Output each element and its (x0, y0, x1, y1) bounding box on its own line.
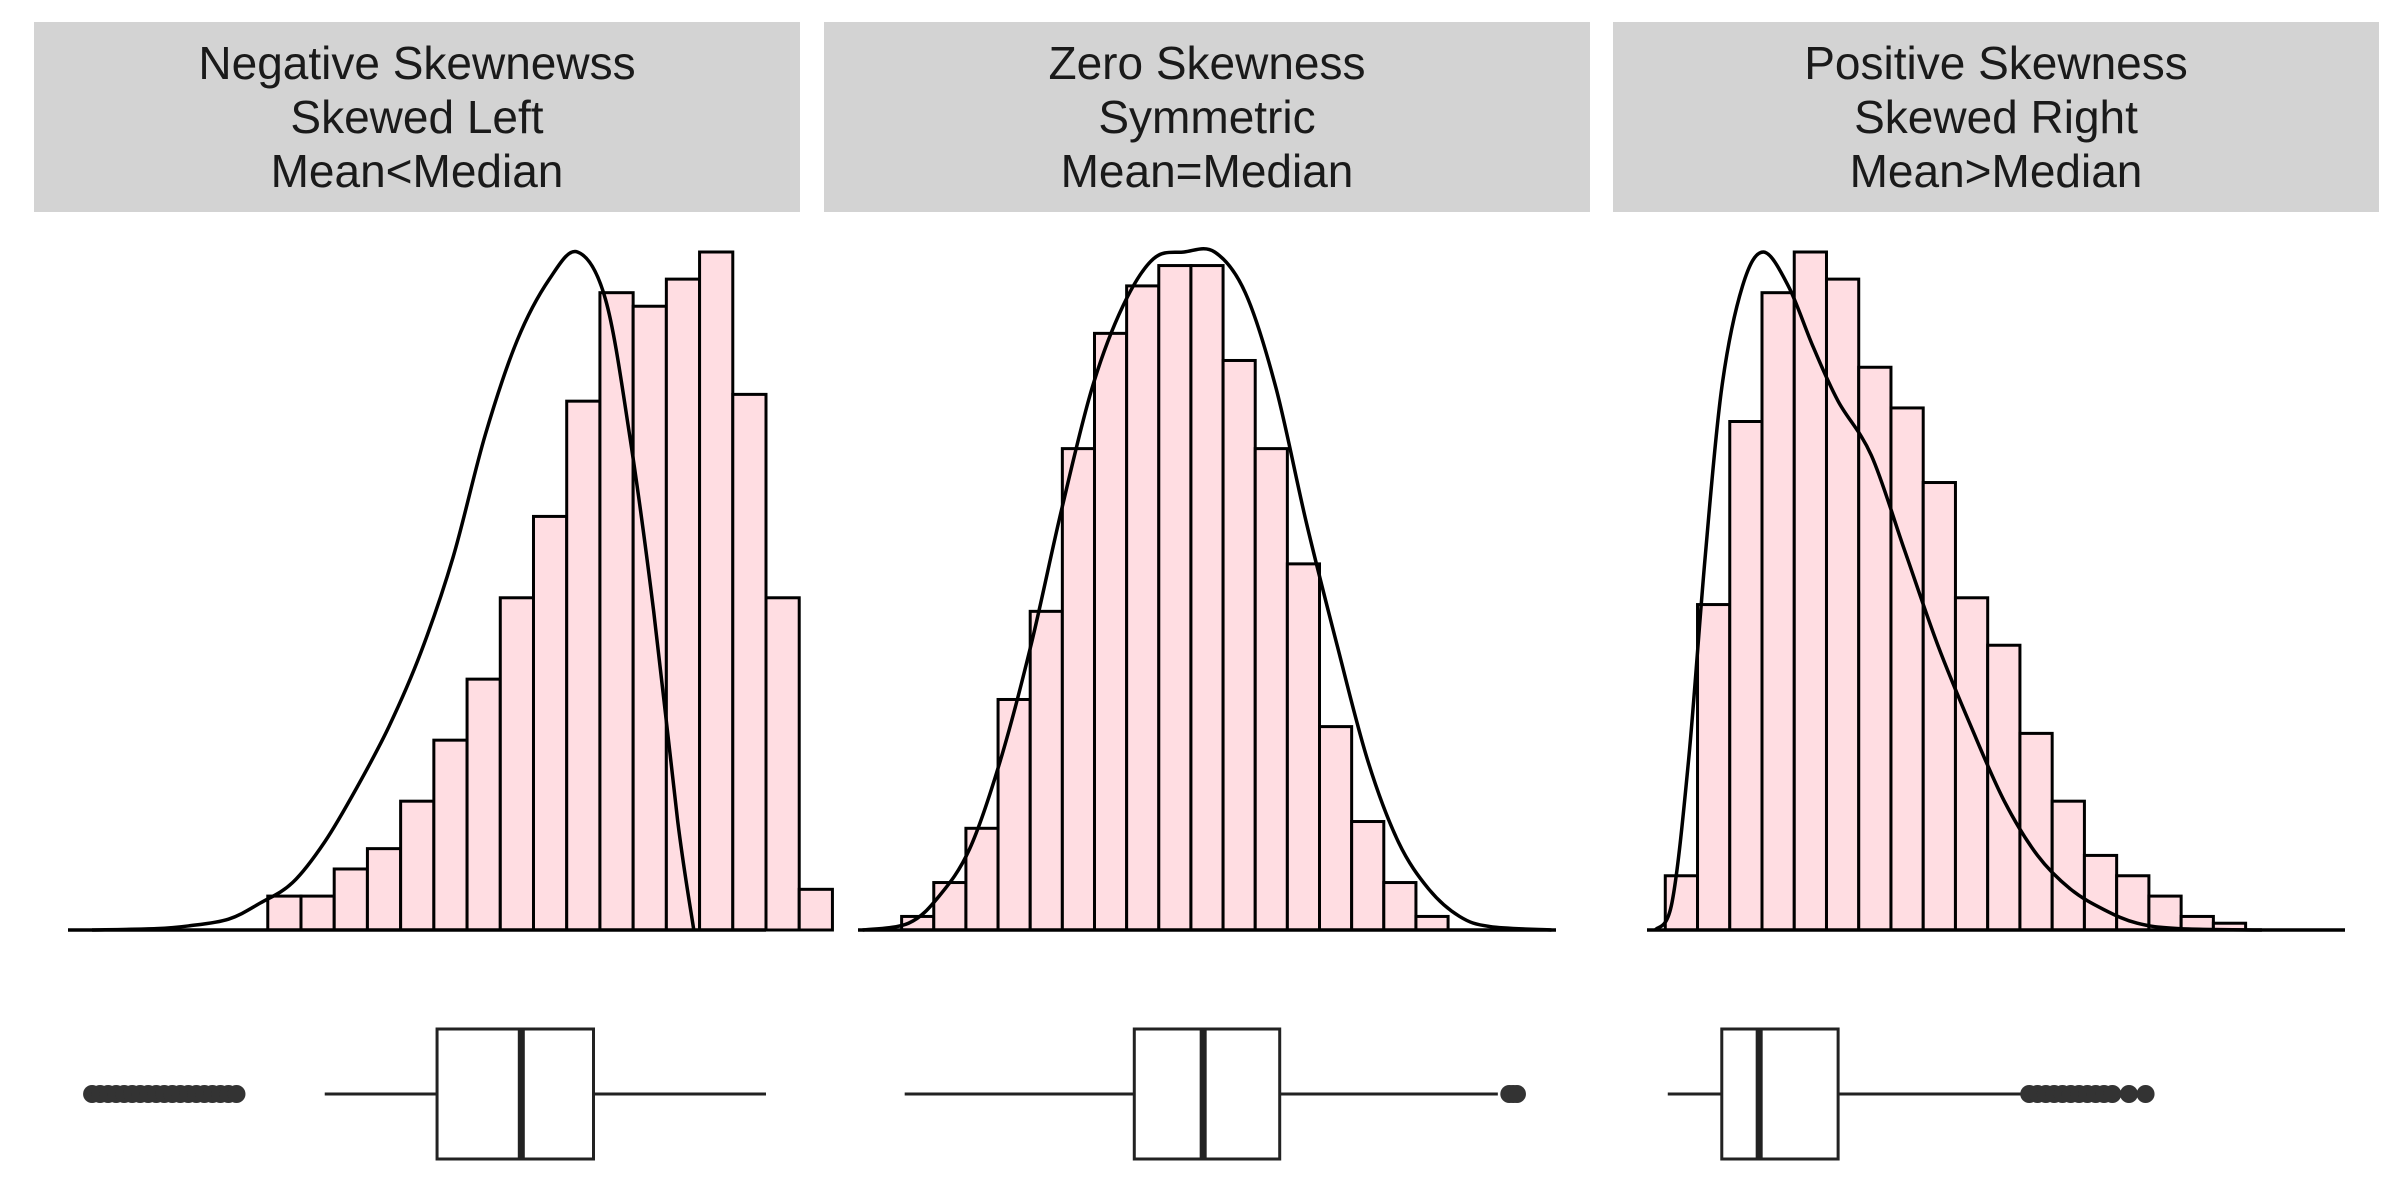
boxplot-box (1720, 1027, 1840, 1161)
panel-title-line-3: Mean<Median (270, 145, 564, 197)
density-curve (1653, 250, 2262, 932)
histogram-bar (1253, 447, 1289, 932)
panel-title-zero: Zero Skewness Symmetric Mean=Median (824, 22, 1590, 212)
histogram-bar (498, 596, 535, 932)
outlier-point (1507, 1085, 1526, 1103)
panel-title-line-2: Symmetric (1098, 91, 1316, 143)
panel-title-line-3: Mean=Median (1060, 145, 1354, 197)
histogram-bar (1986, 643, 2022, 932)
histogram-bar (1189, 264, 1225, 932)
panel-title-negative: Negative Skewnewss Skewed Left Mean<Medi… (34, 22, 800, 212)
density-curve (92, 249, 696, 932)
histogram-bar (399, 799, 436, 932)
boxplot-box (435, 1027, 596, 1161)
histogram-bar (531, 514, 569, 932)
panel-title-line-1: Zero Skewness (1048, 37, 1366, 89)
histogram-bar (1221, 358, 1257, 932)
panel-title-line-2: Skewed Left (290, 91, 544, 143)
histogram-bar (1663, 874, 1700, 932)
histogram-bar (1857, 365, 1893, 932)
panel-positive (1647, 250, 2345, 1161)
histogram-bar (1953, 596, 1990, 932)
histogram-bar (1060, 447, 1096, 932)
histogram-bar (1824, 277, 1861, 932)
panel-title-line-3: Mean>Median (1849, 145, 2143, 197)
histogram-bar (964, 826, 1000, 932)
histogram-bar (1285, 562, 1322, 932)
outlier-point (2103, 1085, 2122, 1103)
histogram-bar (731, 392, 768, 932)
histogram-bar (1889, 406, 1925, 932)
histogram-bar (565, 399, 602, 932)
histogram-bar (1092, 331, 1129, 932)
histogram-bar (1696, 603, 1732, 932)
histogram-bar (2018, 731, 2054, 932)
histogram-bar (432, 738, 469, 932)
histogram-bar (1125, 284, 1161, 932)
panel-title-positive: Positive Skewness Skewed Right Mean>Medi… (1613, 22, 2379, 212)
histogram-bar (664, 277, 702, 932)
histogram-bar (266, 894, 303, 932)
histogram-bar (1760, 291, 1796, 932)
histogram-bar (1318, 725, 1354, 932)
histogram-bar (1921, 481, 1957, 932)
histogram-bar (332, 867, 369, 932)
histogram-bar (1728, 420, 1764, 932)
outlier-point (2136, 1085, 2155, 1103)
histogram-bar (1414, 914, 1450, 932)
histogram-bar (2082, 853, 2119, 932)
panel-zero (858, 246, 1556, 1161)
histogram-bar (598, 291, 635, 932)
histogram-bar (932, 881, 968, 932)
histogram-bar (631, 304, 668, 932)
density-curve (862, 246, 1552, 932)
panel-title-line-1: Negative Skewnewss (198, 37, 636, 89)
histogram-bar (996, 697, 1032, 932)
histogram-bar (764, 596, 801, 932)
panel-title-line-1: Positive Skewness (1804, 37, 2188, 89)
histogram-bar (299, 894, 336, 932)
histogram-bar (465, 677, 502, 932)
outlier-point (227, 1085, 246, 1103)
panel-title-line-2: Skewed Right (1854, 91, 2138, 143)
histogram-bar (797, 887, 834, 932)
histogram-bar (2050, 799, 2086, 932)
outlier-point (2119, 1085, 2138, 1103)
histogram-bar (1350, 820, 1386, 932)
histogram-bar (1028, 609, 1064, 932)
histogram-bar (365, 847, 403, 932)
boxplot-box (1132, 1027, 1282, 1161)
panel-negative (68, 249, 834, 1161)
histogram-bar (1382, 881, 1418, 932)
histogram-bar (698, 250, 735, 932)
histogram-bar (1157, 264, 1193, 932)
histogram-bar (1792, 250, 1828, 932)
